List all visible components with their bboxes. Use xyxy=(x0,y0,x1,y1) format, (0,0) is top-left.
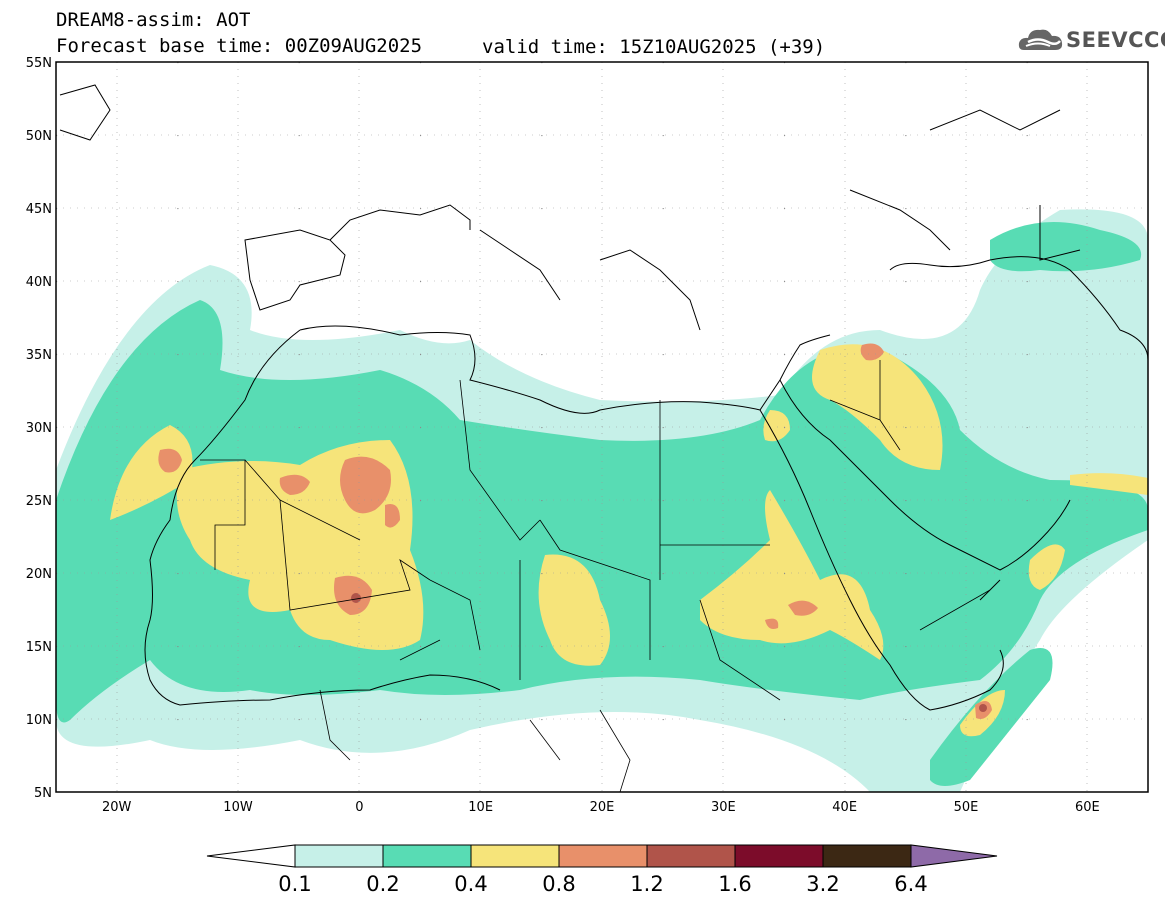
colorbar-label: 1.6 xyxy=(718,872,751,896)
colorbar-bin-0.1 xyxy=(294,844,384,868)
colorbar-label: 0.8 xyxy=(542,872,575,896)
model-title: DREAM8-assim: AOT xyxy=(56,9,251,31)
colorbar-label: 0.2 xyxy=(366,872,399,896)
lon-label: 0 xyxy=(355,800,363,815)
borders xyxy=(200,360,991,792)
colorbar-bin-1.2 xyxy=(646,844,736,868)
map-frame xyxy=(55,61,1149,793)
colorbar-bin-3.2 xyxy=(822,844,912,868)
lat-label: 50N xyxy=(26,129,52,144)
lon-label: 10E xyxy=(468,800,493,815)
colorbar-under xyxy=(206,844,296,868)
lat-label: 10N xyxy=(26,713,52,728)
lat-label: 5N xyxy=(34,786,52,801)
colorbar xyxy=(206,844,998,868)
colorbar-label: 6.4 xyxy=(894,872,927,896)
lon-label: 60E xyxy=(1075,800,1100,815)
colorbar-bin-0.4 xyxy=(470,844,560,868)
lat-label: 15N xyxy=(26,640,52,655)
lat-label: 55N xyxy=(26,56,52,71)
lon-label: 20E xyxy=(590,800,615,815)
lon-label: 20W xyxy=(102,800,132,815)
lat-labels: 55N 50N 45N 40N 35N 30N 25N 20N 15N 10N 5N xyxy=(26,56,52,801)
coastlines xyxy=(59,84,1148,711)
colorbar-bin-0.8 xyxy=(558,844,648,868)
colorbar-bin-0.2 xyxy=(382,844,472,868)
colorbar-over xyxy=(910,844,998,868)
lat-label: 45N xyxy=(26,202,52,217)
logo-text: SEEVCCC xyxy=(1066,28,1165,52)
lat-label: 40N xyxy=(26,275,52,290)
lon-labels: 20W 10W 0 10E 20E 30E 40E 50E 60E xyxy=(102,800,1100,815)
lat-label: 20N xyxy=(26,567,52,582)
valid-time: valid time: 15Z10AUG2025 (+39) xyxy=(482,36,826,58)
cloud-icon xyxy=(1018,29,1063,50)
colorbar-bin-1.6 xyxy=(734,844,824,868)
colorbar-label: 1.2 xyxy=(630,872,663,896)
lon-label: 10W xyxy=(223,800,253,815)
colorbar-label: 3.2 xyxy=(806,872,839,896)
base-time: Forecast base time: 00Z09AUG2025 xyxy=(56,35,423,57)
colorbar-label: 0.4 xyxy=(454,872,487,896)
lon-label: 30E xyxy=(711,800,736,815)
lat-label: 25N xyxy=(26,494,52,509)
lon-label: 50E xyxy=(954,800,979,815)
colorbar-label: 0.1 xyxy=(278,872,311,896)
lon-label: 40E xyxy=(832,800,857,815)
lat-label: 30N xyxy=(26,421,52,436)
lat-label: 35N xyxy=(26,348,52,363)
dust-field xyxy=(56,62,1148,792)
colorbar-labels: 0.1 0.2 0.4 0.8 1.2 1.6 3.2 6.4 xyxy=(278,872,927,896)
